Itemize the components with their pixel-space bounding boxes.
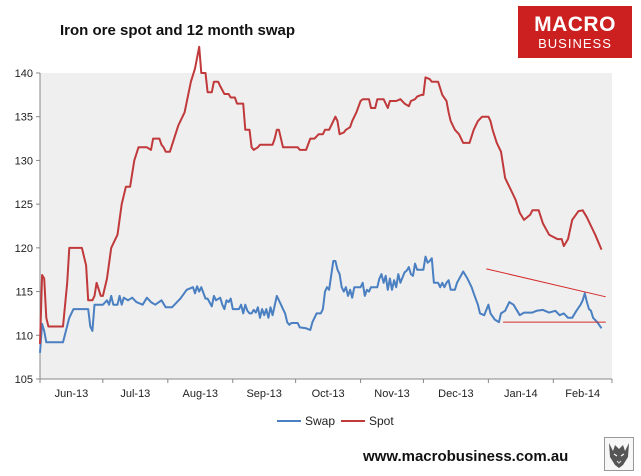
plot-area [40, 73, 612, 379]
annotation-layer [486, 268, 606, 323]
y-tick-label: 105 [15, 374, 33, 386]
y-tick-label: 140 [15, 68, 33, 80]
x-tick-label: Feb-14 [565, 388, 600, 400]
logo-line-1: MACRO [534, 12, 616, 36]
x-tick-label: Dec-13 [438, 388, 473, 400]
macro-business-logo: MACRO BUSINESS [518, 6, 632, 58]
x-tick-label: Jan-14 [504, 388, 538, 400]
y-tick-label: 110 [15, 330, 33, 342]
y-tick-label: 130 [15, 155, 33, 167]
chart-title: Iron ore spot and 12 month swap [60, 22, 296, 39]
legend-label-swap: Swap [305, 414, 335, 428]
wolf-icon [604, 437, 634, 471]
y-tick-label: 120 [15, 243, 33, 255]
x-tick-label: Nov-13 [374, 388, 409, 400]
footer-url: www.macrobusiness.com.au [363, 448, 569, 465]
y-tick-label: 125 [15, 199, 33, 211]
x-tick-label: Jul-13 [120, 388, 150, 400]
legend-label-spot: Spot [369, 414, 394, 428]
y-tick-label: 135 [15, 112, 33, 124]
legend: Swap Spot [277, 414, 394, 428]
axes: 105 110 115 120 125 130 135 140 Jun-13 Jul-13 Aug-… [15, 68, 613, 400]
y-tick-label: 115 [15, 287, 33, 299]
series-line-swap [39, 255, 603, 353]
x-tick-label: Jun-13 [55, 388, 89, 400]
series-layer [39, 45, 603, 353]
x-tick-label: Oct-13 [312, 388, 345, 400]
series-line-spot [39, 45, 603, 345]
logo-line-2: BUSINESS [538, 35, 612, 51]
x-tick-label: Aug-13 [183, 388, 218, 400]
x-tick-label: Sep-13 [246, 388, 281, 400]
trend-line-1 [486, 268, 606, 298]
